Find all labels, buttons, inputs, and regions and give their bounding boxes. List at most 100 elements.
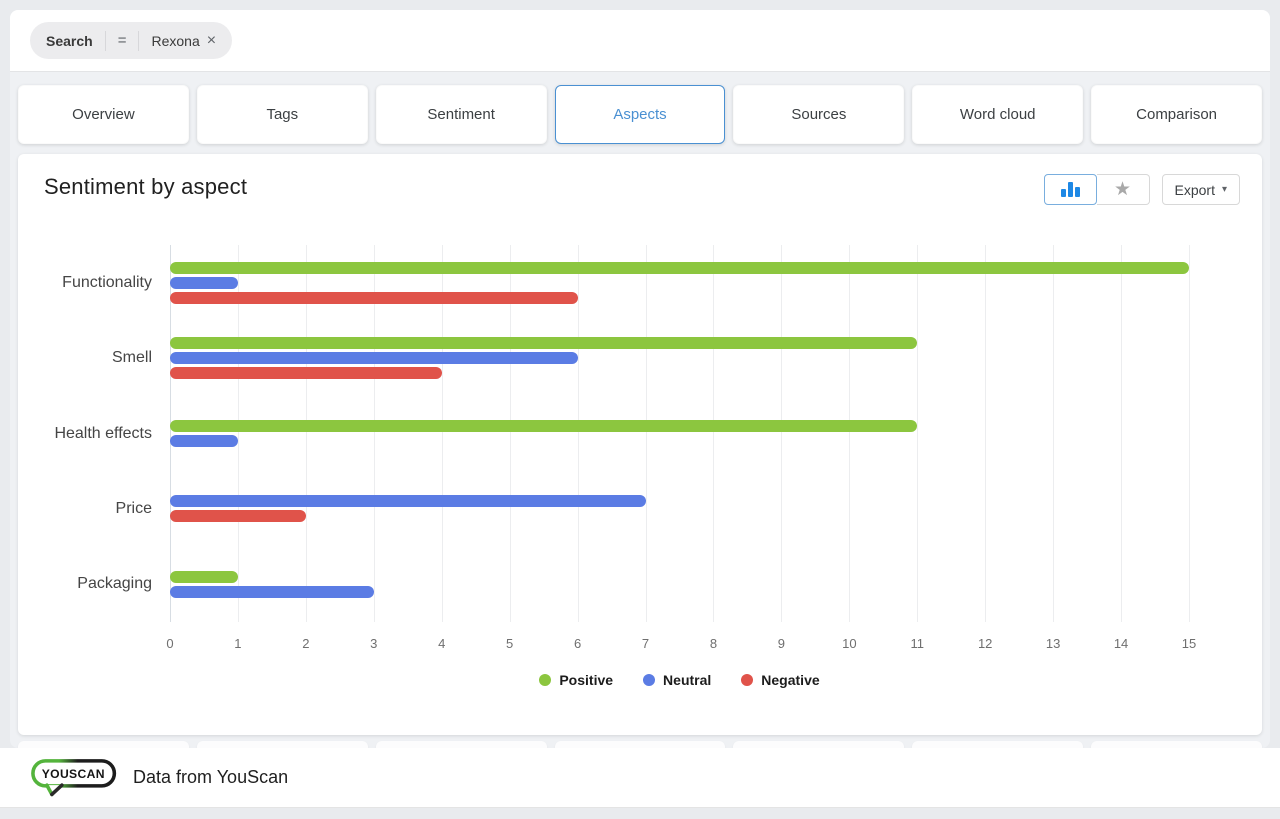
search-label: Search xyxy=(46,32,93,49)
footer-attribution: Data from YouScan xyxy=(133,767,289,787)
chevron-down-icon: ▾ xyxy=(1221,184,1227,195)
card-top xyxy=(375,741,547,748)
card-top xyxy=(196,741,368,748)
gridline xyxy=(1189,245,1190,622)
star-icon: ★ xyxy=(1113,179,1132,200)
gridline xyxy=(509,245,511,622)
chart-row-packaging: Packaging xyxy=(77,547,1189,622)
card-top xyxy=(912,741,1084,748)
gridline xyxy=(170,245,171,622)
category-label: Packaging xyxy=(77,575,152,593)
category-label: Health effects xyxy=(54,424,152,442)
x-tick-label: 9 xyxy=(777,636,786,651)
chart: Functionality Smell Health effects Price Pac… xyxy=(18,245,1262,688)
gridline xyxy=(645,245,647,622)
gridline xyxy=(577,245,579,622)
x-tick-label: 4 xyxy=(438,636,446,651)
view-toggle-group: ★ xyxy=(1043,174,1150,205)
bar-negative[interactable] xyxy=(170,510,306,523)
bar-positive[interactable] xyxy=(170,570,238,583)
card-title: Sentiment by aspect xyxy=(44,174,248,199)
app-panel: Search = Rexona × Overview Tags Sentiment A… xyxy=(10,10,1270,748)
search-filter-pill[interactable]: Search = Rexona × xyxy=(30,22,233,59)
legend-item-negative[interactable]: Negative xyxy=(741,672,820,688)
x-tick-label: 13 xyxy=(1045,636,1061,651)
category-label: Functionality xyxy=(62,273,152,291)
star-view-button[interactable]: ★ xyxy=(1096,174,1150,205)
gridline xyxy=(237,245,239,622)
x-tick-label: 3 xyxy=(370,636,378,651)
gridline xyxy=(917,245,919,622)
tab-sources[interactable]: Sources xyxy=(733,85,905,144)
bar-positive[interactable] xyxy=(170,420,918,433)
x-tick-label: 1 xyxy=(234,636,242,651)
gridline xyxy=(373,245,375,622)
tab-word-cloud[interactable]: Word cloud xyxy=(912,85,1084,144)
legend-dot xyxy=(741,674,754,686)
legend-label: Positive xyxy=(559,672,614,688)
gridline xyxy=(305,245,307,622)
legend-label: Negative xyxy=(761,672,820,688)
tab-aspects[interactable]: Aspects xyxy=(554,85,726,144)
bar-positive[interactable] xyxy=(170,261,1189,274)
card-controls: ★ Export ▾ xyxy=(1043,174,1240,205)
gridline xyxy=(713,245,715,622)
equals-operator-icon: = xyxy=(117,32,127,49)
gridline xyxy=(1121,245,1123,622)
gridline xyxy=(441,245,443,622)
pill-divider xyxy=(138,30,140,51)
search-term-chip: Rexona × xyxy=(151,31,217,49)
bar-neutral[interactable] xyxy=(170,435,238,448)
category-label: Smell xyxy=(111,349,152,367)
legend-label: Neutral xyxy=(663,672,712,688)
bar-neutral[interactable] xyxy=(170,276,238,289)
tab-overview[interactable]: Overview xyxy=(18,85,189,144)
bar-neutral[interactable] xyxy=(170,495,646,508)
close-icon[interactable]: × xyxy=(206,31,217,49)
chart-row-health-effects: Health effects xyxy=(54,396,1189,471)
footer: YOUSCAN Data from YouScan xyxy=(0,748,1280,808)
bar-negative[interactable] xyxy=(170,367,442,380)
x-tick-label: 7 xyxy=(641,636,650,651)
bar-neutral[interactable] xyxy=(170,585,374,598)
chart-row-functionality: Functionality xyxy=(62,245,1189,320)
pill-divider xyxy=(104,30,106,51)
legend-dot xyxy=(539,674,552,686)
gridline xyxy=(849,245,851,622)
chart-row-price: Price xyxy=(116,471,1189,546)
search-topbar: Search = Rexona × xyxy=(10,10,1270,72)
category-label: Price xyxy=(115,499,152,517)
tabs-row: Overview Tags Sentiment Aspects Sources Word … xyxy=(18,85,1263,144)
legend-item-positive[interactable]: Positive xyxy=(539,672,613,688)
x-tick-label: 12 xyxy=(977,636,993,651)
x-tick-label: 2 xyxy=(302,636,310,651)
x-tick-label: 6 xyxy=(573,636,582,651)
bar-positive[interactable] xyxy=(170,337,918,350)
x-tick-label: 8 xyxy=(709,636,718,651)
tab-comparison[interactable]: Comparison xyxy=(1091,85,1263,144)
bar-chart-view-button[interactable] xyxy=(1043,174,1097,205)
x-tick-label: 5 xyxy=(506,636,514,651)
gridline xyxy=(781,245,783,622)
card-top xyxy=(18,741,189,748)
gridline xyxy=(985,245,987,622)
plot-area: Functionality Smell Health effects Price Pac… xyxy=(54,245,1190,622)
x-tick-label: 15 xyxy=(1181,636,1197,651)
gridline xyxy=(1053,245,1055,622)
search-term-text: Rexona xyxy=(151,32,200,49)
x-tick-label: 11 xyxy=(910,636,925,651)
bar-negative[interactable] xyxy=(170,291,578,304)
legend-item-neutral[interactable]: Neutral xyxy=(643,672,711,688)
x-tick-label: 0 xyxy=(166,636,174,651)
bar-neutral[interactable] xyxy=(170,352,578,365)
youscan-logo: YOUSCAN xyxy=(31,758,117,796)
next-row-card-tops xyxy=(18,741,1263,748)
tab-sentiment[interactable]: Sentiment xyxy=(375,85,547,144)
legend: Positive Neutral Negative xyxy=(170,672,1189,688)
x-tick-label: 10 xyxy=(842,636,857,651)
tab-tags[interactable]: Tags xyxy=(196,85,368,144)
x-tick-label: 14 xyxy=(1113,636,1129,651)
export-button[interactable]: Export ▾ xyxy=(1161,174,1240,205)
sentiment-by-aspect-card: Sentiment by aspect ★ Export ▾ Functiona… xyxy=(18,154,1262,735)
youscan-logo-text: YOUSCAN xyxy=(42,767,105,781)
